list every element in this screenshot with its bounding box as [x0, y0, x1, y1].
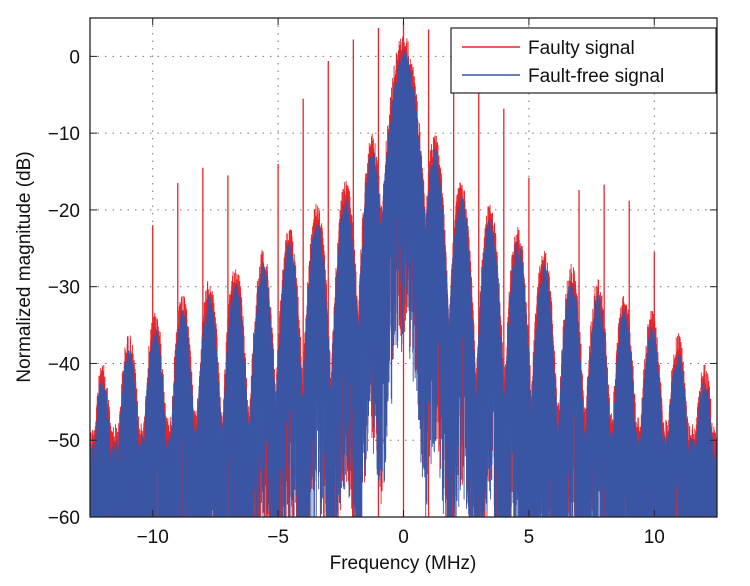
y-tick-label: −20: [48, 201, 80, 222]
y-tick-label: −40: [48, 354, 80, 375]
ticks: −10 −5 0 5 10−60−50−40−30−20−100: [48, 18, 717, 548]
x-axis-label: Frequency (MHz): [330, 553, 477, 574]
series-layer: [90, 21, 717, 517]
x-tick-label: 5: [524, 527, 535, 548]
y-tick-label: 0: [69, 47, 80, 68]
x-tick-label: 10: [644, 527, 665, 548]
y-tick-label: −10: [48, 124, 80, 145]
y-tick-label: −50: [48, 431, 80, 452]
y-tick-label: −30: [48, 278, 80, 299]
x-tick-label: 0: [398, 527, 409, 548]
x-tick-label: −5: [267, 527, 289, 548]
legend-box: [450, 27, 717, 94]
fault-free-signal-line: [90, 50, 717, 517]
y-axis-label: Normalized magnitude (dB): [14, 151, 35, 382]
x-tick-label: −10: [137, 527, 169, 548]
legend: Faulty signal Fault-free signal: [450, 27, 717, 94]
legend-label-faulty: Faulty signal: [528, 38, 635, 59]
legend-label-fault-free: Fault-free signal: [528, 66, 664, 87]
y-tick-label: −60: [48, 508, 80, 529]
